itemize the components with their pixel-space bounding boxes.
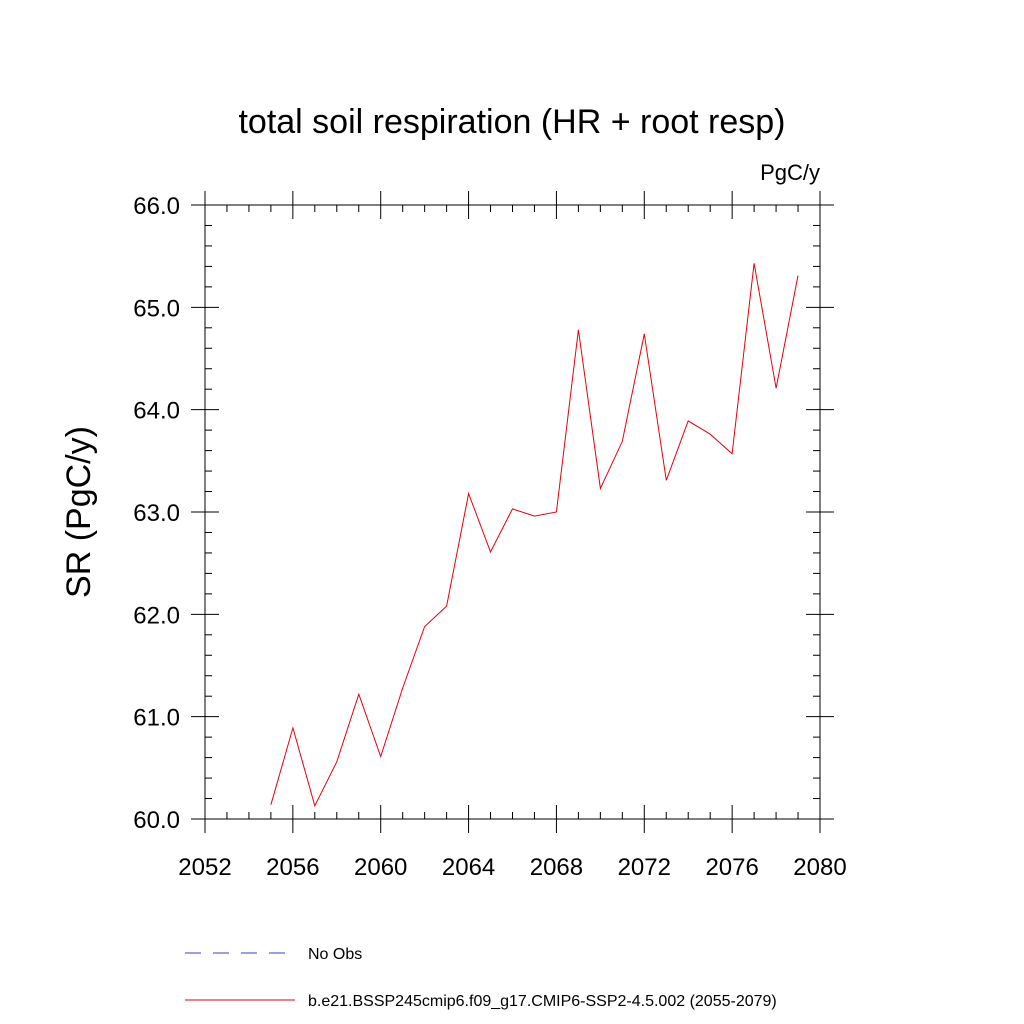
- series-line: [270, 263, 799, 808]
- units-label: PgC/y: [760, 160, 820, 185]
- x-tick-label: 2052: [178, 854, 231, 881]
- chart-title: total soil respiration (HR + root resp): [238, 103, 785, 141]
- legend: No Obs b.e21.BSSP245cmip6.f09_g17.CMIP6-S…: [185, 946, 777, 1010]
- y-tick-label: 61.0: [133, 705, 180, 732]
- y-axis-label: SR (PgC/y): [60, 426, 98, 598]
- y-tick-label: 65.0: [133, 295, 180, 322]
- axis-ticks: [191, 191, 834, 833]
- axis-tick-labels: 2052 2056 2060 2064 2068 2072 2076 2080 60.0 61.0…: [133, 193, 846, 881]
- plot-frame: [204, 204, 821, 820]
- x-tick-label: 2064: [442, 854, 495, 881]
- y-tick-label: 66.0: [133, 193, 180, 220]
- y-tick-label: 60.0: [133, 807, 180, 834]
- x-tick-label: 2056: [266, 854, 319, 881]
- y-tick-label: 64.0: [133, 398, 180, 425]
- series-layer: [270, 263, 799, 808]
- legend-label: No Obs: [308, 946, 362, 963]
- y-tick-label: 62.0: [133, 602, 180, 629]
- x-tick-label: 2072: [618, 854, 671, 881]
- x-tick-label: 2068: [530, 854, 583, 881]
- y-tick-label: 63.0: [133, 500, 180, 527]
- x-tick-label: 2060: [354, 854, 407, 881]
- x-tick-label: 2076: [705, 854, 758, 881]
- x-tick-label: 2080: [793, 854, 846, 881]
- legend-label: b.e21.BSSP245cmip6.f09_g17.CMIP6-SSP2-4.…: [308, 993, 777, 1010]
